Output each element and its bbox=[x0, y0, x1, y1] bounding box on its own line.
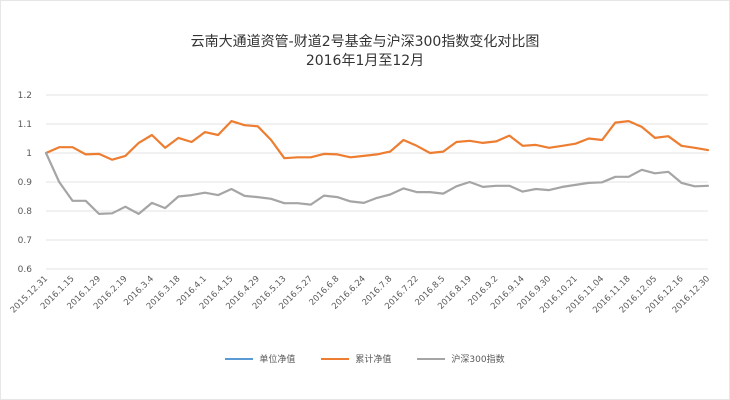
y-tick-label: 0.8 bbox=[18, 207, 33, 217]
y-tick-label: 0.9 bbox=[18, 178, 33, 188]
legend-label: 累计净值 bbox=[355, 355, 392, 365]
legend-label: 沪深300指数 bbox=[451, 355, 505, 365]
chart-title: 云南大通道资管-财道2号基金与沪深300指数变化对比图 bbox=[190, 34, 540, 50]
legend: 单位净值 累计净值 沪深300指数 bbox=[0, 352, 730, 365]
y-tick-label: 1.1 bbox=[18, 120, 32, 130]
gridlines bbox=[46, 94, 708, 270]
chart-subtitle: 2016年1月至12月 bbox=[305, 53, 425, 69]
series-lines bbox=[44, 119, 710, 215]
legend-label: 单位净值 bbox=[259, 355, 296, 365]
legend-swatch bbox=[321, 357, 350, 360]
series-line-2 bbox=[44, 151, 710, 215]
legend-item: 单位净值 bbox=[225, 352, 295, 365]
y-axis-ticks: 0.6 0.7 0.8 0.9 1 1.1 1.2 bbox=[18, 91, 33, 275]
series-line-1 bbox=[44, 119, 710, 161]
legend-item: 沪深300指数 bbox=[417, 352, 505, 365]
legend-item: 累计净值 bbox=[321, 352, 391, 365]
y-tick-label: 1 bbox=[26, 149, 32, 159]
y-tick-label: 0.7 bbox=[18, 236, 32, 246]
legend-swatch bbox=[225, 357, 254, 360]
y-tick-label: 1.2 bbox=[18, 91, 32, 101]
y-tick-label: 0.6 bbox=[18, 265, 33, 275]
chart-title-block: 云南大通道资管-财道2号基金与沪深300指数变化对比图 2016年1月至12月 bbox=[0, 33, 730, 71]
x-axis-ticks: 2015.12.312016.1.152016.1.292016.2.19201… bbox=[9, 274, 712, 315]
legend-swatch bbox=[417, 357, 446, 360]
